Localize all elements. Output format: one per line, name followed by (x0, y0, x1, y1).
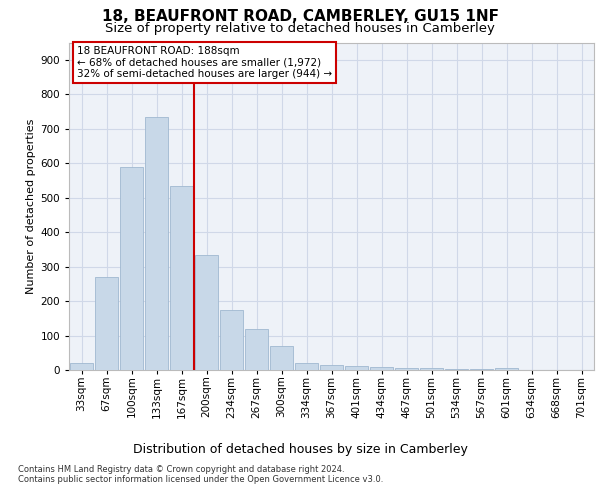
Bar (370, 367, 393, 370)
Bar (320, 365, 343, 370)
Bar (95, 277, 118, 370)
Text: Contains HM Land Registry data © Crown copyright and database right 2024.
Contai: Contains HM Land Registry data © Crown c… (18, 465, 383, 484)
Bar (220, 310, 243, 370)
Bar (70, 363, 93, 370)
Bar (195, 254, 218, 370)
Bar (420, 368, 443, 370)
Bar (395, 368, 418, 370)
Bar (445, 368, 468, 370)
Text: Size of property relative to detached houses in Camberley: Size of property relative to detached ho… (105, 22, 495, 35)
Bar (170, 186, 193, 370)
Bar (245, 328, 268, 370)
Bar (495, 368, 518, 370)
Y-axis label: Number of detached properties: Number of detached properties (26, 118, 36, 294)
Bar (470, 368, 493, 370)
Bar (295, 363, 318, 370)
Bar (270, 346, 293, 370)
Bar (120, 166, 143, 370)
Bar (345, 366, 368, 370)
Text: Distribution of detached houses by size in Camberley: Distribution of detached houses by size … (133, 442, 467, 456)
Bar (145, 116, 168, 370)
Text: 18 BEAUFRONT ROAD: 188sqm
← 68% of detached houses are smaller (1,972)
32% of se: 18 BEAUFRONT ROAD: 188sqm ← 68% of detac… (77, 46, 332, 79)
Text: 18, BEAUFRONT ROAD, CAMBERLEY, GU15 1NF: 18, BEAUFRONT ROAD, CAMBERLEY, GU15 1NF (101, 9, 499, 24)
